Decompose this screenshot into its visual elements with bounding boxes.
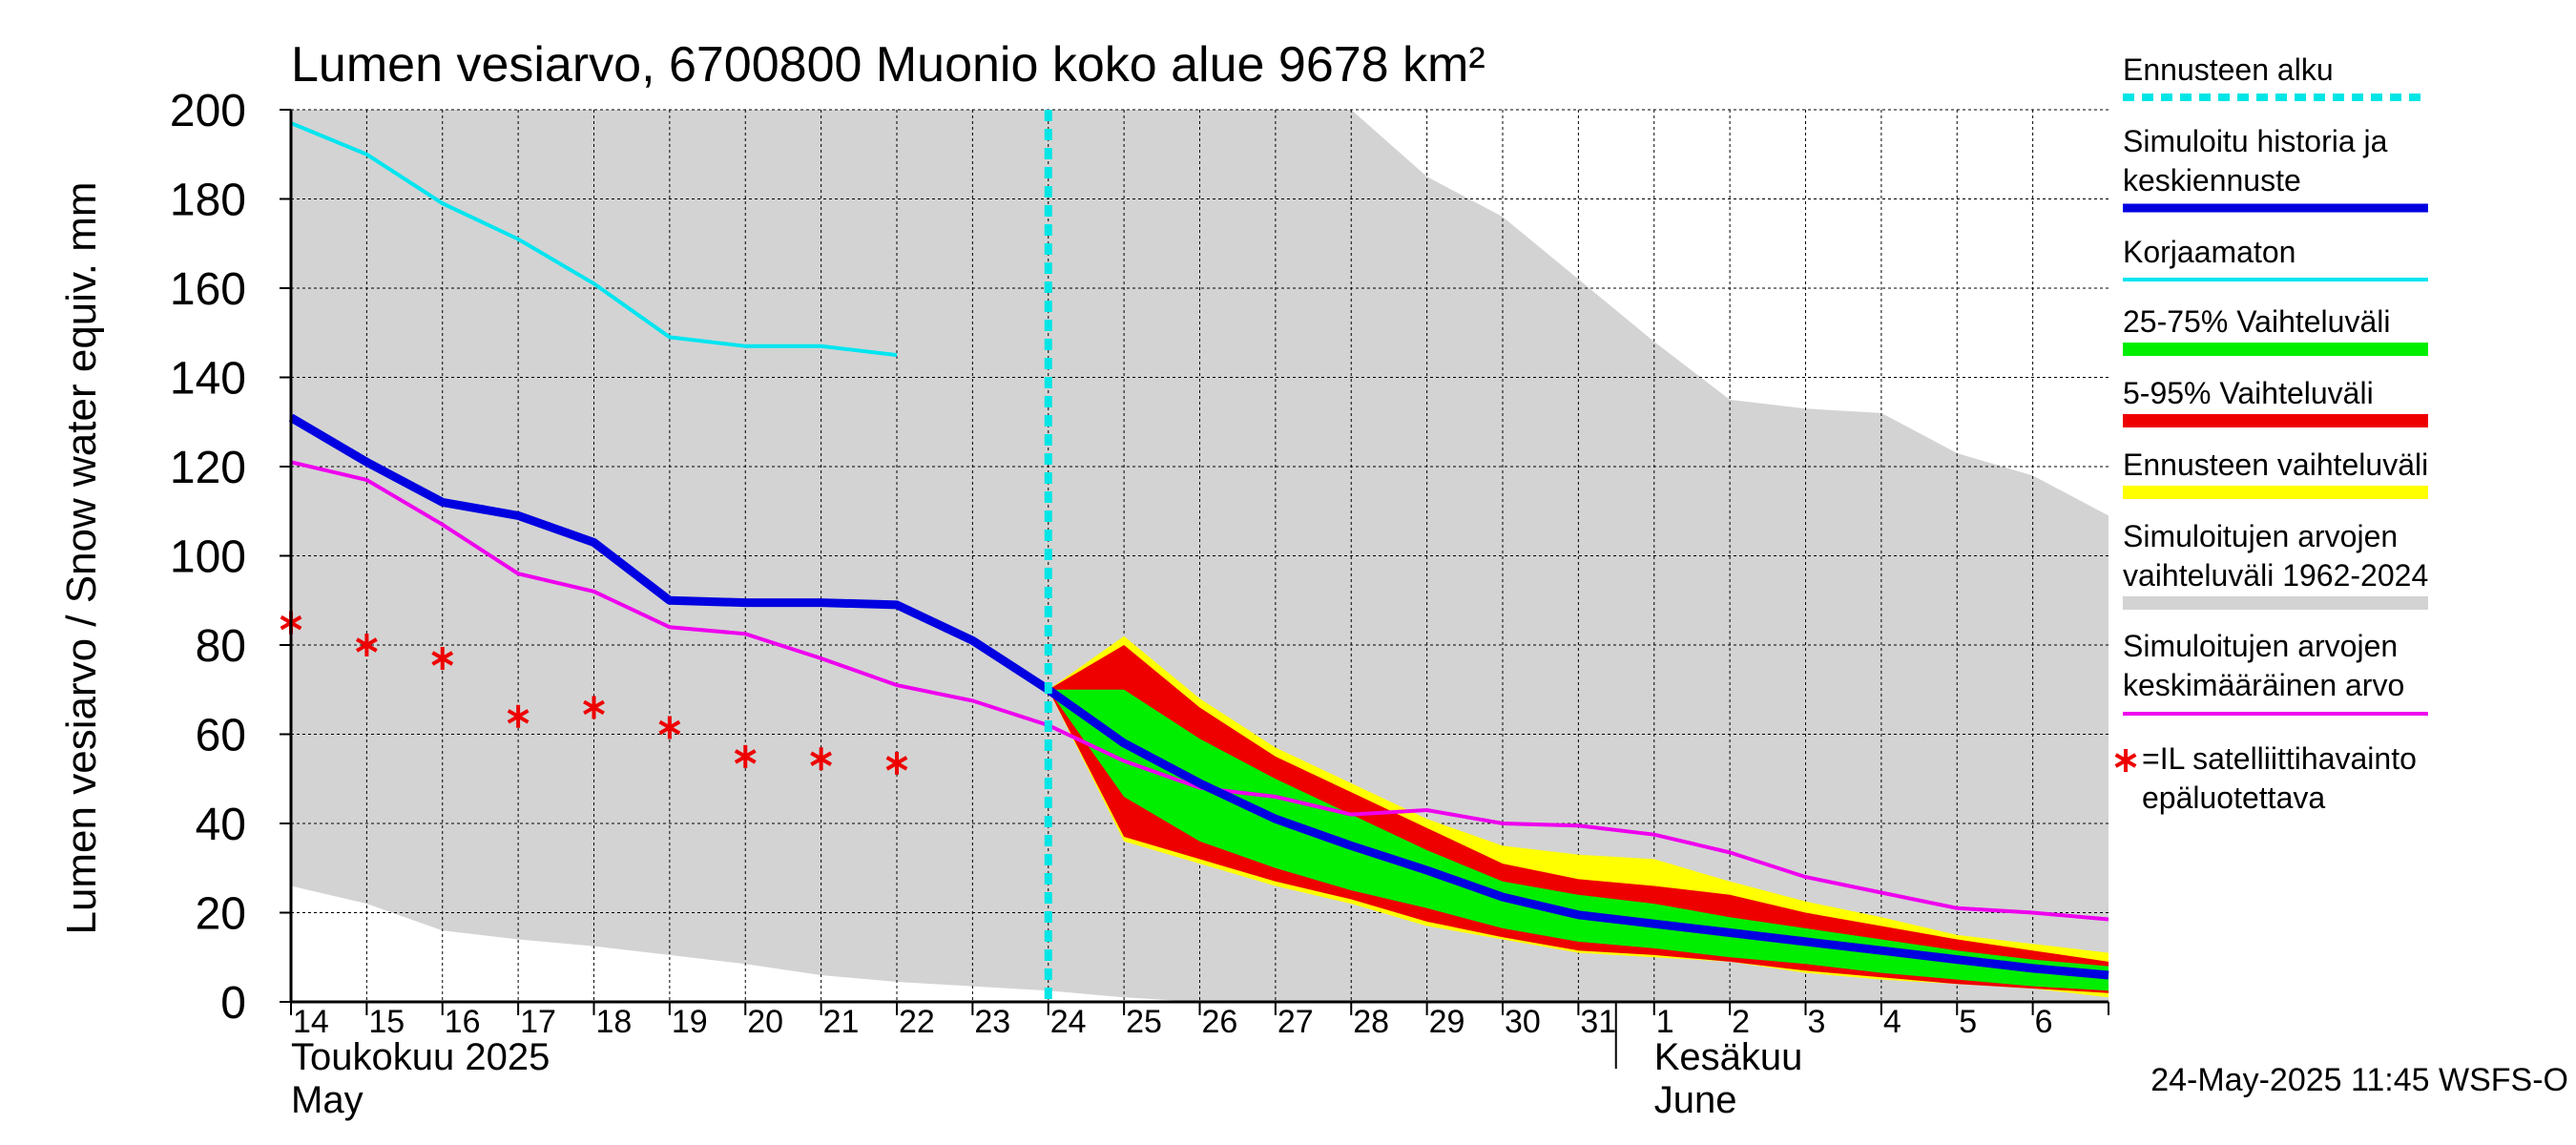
legend-label: keskiennuste [2123, 163, 2301, 198]
y-tick-label: 40 [196, 800, 246, 850]
simulated-line [288, 413, 2109, 980]
historical-range-band [291, 110, 2109, 1002]
y-tick-label: 140 [170, 354, 246, 405]
y-tick-label: 160 [170, 264, 246, 315]
satellite-observation-point [355, 634, 378, 656]
y-tick-label: 120 [170, 443, 246, 493]
legend-swatch [2123, 414, 2428, 427]
y-tick-label: 0 [220, 978, 246, 1029]
timestamp-label: 24-May-2025 11:45 WSFS-O [2150, 1062, 2568, 1098]
legend-label: 5-95% Vaihteluväli [2123, 376, 2374, 410]
legend-item-simulated: Simuloitu historia ja keskiennuste [2123, 124, 2428, 213]
x-tick-label: 26 [1202, 1004, 1238, 1040]
x-tick-label: 29 [1429, 1004, 1465, 1040]
x-tick-label: 16 [445, 1004, 481, 1040]
month-label-fi: Toukokuu 2025 [291, 1036, 550, 1078]
x-tick-label: 5 [1959, 1004, 1977, 1040]
satellite-observation-point-stroke [885, 756, 908, 771]
satellite-observation-point [734, 744, 757, 768]
legend-item-forecast-start: Ennusteen alku [2123, 52, 2428, 101]
month-label-en: June [1654, 1079, 1737, 1121]
legend-item-historical-mean: Simuloitujen arvojen keskimääräinen arvo [2123, 629, 2428, 716]
satellite-observation-point [583, 696, 605, 719]
x-tick-label: 30 [1505, 1004, 1541, 1040]
x-tick-label: 28 [1353, 1004, 1389, 1040]
satellite-observation-point [507, 704, 530, 728]
x-tick-label: 21 [823, 1004, 860, 1040]
satellite-observation-point-stroke [507, 709, 530, 724]
x-tick-label: 23 [974, 1004, 1010, 1040]
satellite-observation-point-stroke [658, 719, 681, 736]
x-tick-label: 4 [1883, 1004, 1901, 1040]
y-tick-label: 200 [170, 86, 246, 136]
satellite-observation-point [885, 751, 908, 775]
uncorrected-line [290, 121, 898, 358]
legend-item-range-5-95: 5-95% Vaihteluväli [2123, 376, 2428, 427]
satellite-observation-point [431, 647, 454, 671]
y-tick-label: 100 [170, 532, 246, 583]
legend-star-icon [2114, 749, 2137, 772]
x-tick-label: 15 [368, 1004, 405, 1040]
legend-item-range-25-75: 25-75% Vaihteluväli [2123, 304, 2428, 356]
y-tick-label: 180 [170, 176, 246, 226]
legend-label: Simuloitu historia ja [2123, 124, 2388, 158]
legend-item-uncorrected: Korjaamaton [2123, 235, 2428, 281]
x-tick-label: 6 [2035, 1004, 2053, 1040]
x-tick-label: 17 [520, 1004, 556, 1040]
legend-label: 25-75% Vaihteluväli [2123, 304, 2390, 339]
x-tick-label: 20 [747, 1004, 783, 1040]
legend-label: Ennusteen vaihteluväli [2123, 448, 2428, 482]
legend-label: =IL satelliittihavainto [2142, 741, 2417, 776]
x-tick-label: 31 [1580, 1004, 1616, 1040]
legend-label: vaihteluväli 1962-2024 [2123, 558, 2428, 593]
x-tick-label: 18 [596, 1004, 633, 1040]
x-tick-label: 27 [1278, 1004, 1314, 1040]
legend-label: keskimääräinen arvo [2123, 668, 2404, 702]
legend-label: Ennusteen alku [2123, 52, 2334, 87]
legend-swatch [2123, 486, 2428, 499]
chart-title: Lumen vesiarvo, 6700800 Muonio koko alue… [291, 37, 1485, 93]
y-tick-label: 80 [196, 621, 246, 672]
legend-item-historical-range: Simuloitujen arvojen vaihteluväli 1962-20… [2123, 519, 2428, 610]
month-label-fi: Kesäkuu [1654, 1036, 1803, 1078]
month-label-en: May [291, 1079, 364, 1121]
legend-label: epäluotettava [2142, 781, 2325, 815]
x-tick-label: 3 [1808, 1004, 1826, 1040]
x-tick-label: 22 [899, 1004, 935, 1040]
x-tick-label: 25 [1126, 1004, 1162, 1040]
satellite-observation-point [658, 716, 681, 739]
x-tick-label: 19 [672, 1004, 708, 1040]
satellite-observation-point-stroke [355, 637, 378, 653]
legend-item-forecast-range: Ennusteen vaihteluväli [2123, 448, 2428, 499]
legend-item-satellite: =IL satelliittihavainto epäluotettava [2114, 741, 2417, 815]
legend-label: Korjaamaton [2123, 235, 2296, 269]
plot-area [280, 109, 2109, 1002]
satellite-observation-point-stroke [734, 749, 757, 764]
satellite-observation-point [810, 747, 833, 771]
legend-label: Simuloitujen arvojen [2123, 629, 2398, 663]
y-tick-label: 60 [196, 711, 246, 761]
legend-swatch [2123, 596, 2428, 610]
legend-star-icon-stroke [2114, 753, 2137, 768]
legend-swatch [2123, 343, 2428, 356]
legend-label: Simuloitujen arvojen [2123, 519, 2398, 553]
x-tick-label: 2 [1732, 1004, 1750, 1040]
x-tick-label: 14 [293, 1004, 329, 1040]
x-tick-label: 24 [1050, 1004, 1087, 1040]
satellite-observation-point-stroke [583, 699, 605, 716]
x-tick-label: 1 [1656, 1004, 1674, 1040]
y-axis-label: Lumen vesiarvo / Snow water equiv. mm [58, 181, 105, 934]
y-tick-label: 20 [196, 889, 246, 940]
satellite-observation-point-stroke [810, 751, 833, 766]
legend: Ennusteen alku Simuloitu historia ja keski… [2114, 52, 2428, 815]
satellite-observation-point-stroke [431, 651, 454, 666]
